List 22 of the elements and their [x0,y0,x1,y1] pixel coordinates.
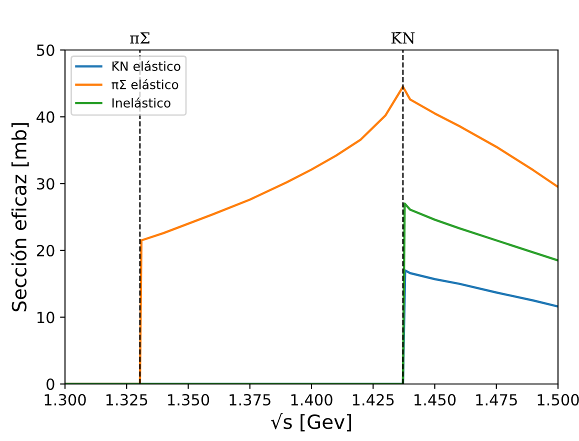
x-tick-label: 1.325 [106,394,148,406]
y-tick-label: 30 [37,178,54,190]
y-tick-label: 20 [36,244,54,256]
x-tick-label: 1.450 [414,394,456,406]
x-axis-title: √s [Gev] [270,413,352,432]
legend-label: πΣ elástico [112,79,178,90]
y-axis-title: Sección eficaz [mb] [10,123,29,312]
ref-line-label: πΣ [130,32,150,44]
y-tick-label: 0 [46,378,54,390]
x-tick-label: 1.400 [291,394,332,406]
x-tick-label: 1.500 [538,394,579,406]
x-tick-label: 1.350 [168,394,210,406]
x-tick-label: 1.475 [476,394,517,406]
y-tick-label: 50 [37,44,54,56]
legend-label: Inelástico [112,97,170,108]
legend-label: K̄N elástico [112,60,180,71]
x-tick-label: 1.300 [44,394,86,406]
x-tick-label: 1.375 [230,394,270,406]
y-tick-label: 10 [38,312,54,324]
y-tick-label: 40 [36,111,54,123]
ref-line-label: K̄N [391,32,415,44]
x-tick-label: 1.425 [352,394,394,406]
